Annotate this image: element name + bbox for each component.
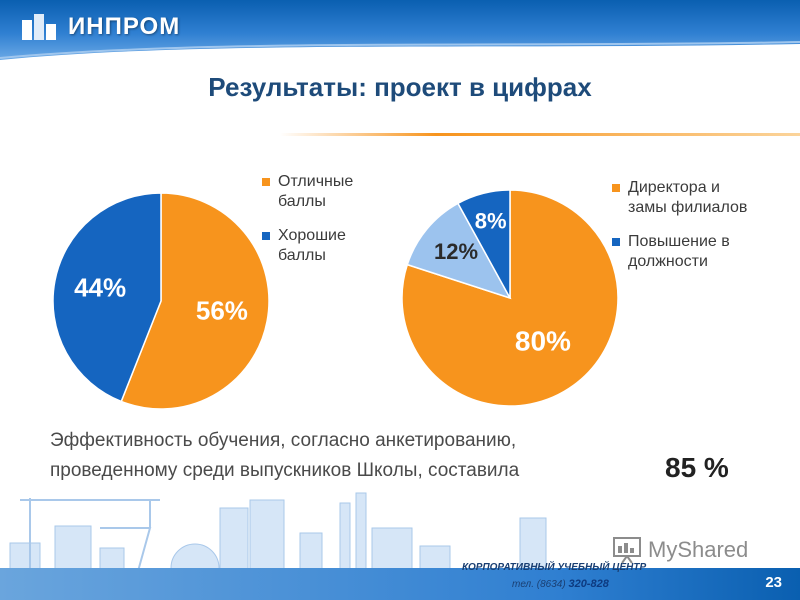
page-title: Результаты: проект в цифрах — [208, 72, 592, 102]
corporate-center-label: КОРПОРАТИВНЫЙ УЧЕБНЫЙ ЦЕНТР — [462, 562, 647, 573]
pie-slice-label: 56% — [196, 295, 248, 325]
pie-slice-label: 12% — [434, 239, 478, 264]
page-number: 23 — [765, 574, 782, 591]
pie-slice — [52, 192, 162, 403]
brand-logo[interactable]: ИНПРОМ — [20, 12, 180, 42]
legend-label: баллы — [278, 193, 326, 210]
pie-slice-label: 8% — [475, 208, 507, 233]
phone-number: 320-828 — [568, 578, 609, 590]
pie-slice-label: 80% — [515, 326, 571, 357]
legend-swatch-orange — [612, 184, 620, 192]
legend-label: баллы — [278, 247, 326, 264]
legend-label: Отличные — [278, 173, 354, 190]
pie-slice — [456, 189, 511, 299]
footnote-line: проведенному среди выпускников Школы, со… — [50, 460, 520, 481]
legend-swatch-blue — [612, 238, 620, 246]
footer-bar — [0, 568, 800, 600]
footnote: Эффективность обучения, согласно анкетир… — [50, 426, 519, 486]
title-underline — [280, 133, 800, 136]
legend-item-directors: Директора и замы филиалов — [612, 178, 747, 218]
phone-prefix: тел. (8634) — [512, 579, 566, 590]
legend-label: Директора и — [628, 179, 720, 196]
pie-slice — [401, 189, 619, 407]
legend-item-promotion: Повышение в должности — [612, 232, 747, 272]
footnote-line: Эффективность обучения, согласно анкетир… — [50, 430, 517, 451]
pie-chart-grades: 56% 44% — [52, 192, 270, 410]
pie-slice-label: 44% — [74, 272, 126, 302]
legend-label: Хорошие — [278, 227, 346, 244]
efficiency-value: 85 % — [665, 452, 729, 483]
legend-label: должности — [628, 253, 708, 270]
pie-chart-positions: 80% 12% 8% — [401, 189, 619, 407]
watermark[interactable]: MyShared — [612, 536, 748, 564]
legend-positions: Директора и замы филиалов Повышение в до… — [612, 178, 747, 286]
legend-item-good: Хорошие баллы — [262, 226, 353, 266]
legend-item-excellent: Отличные баллы — [262, 172, 353, 212]
pie-slice — [120, 192, 270, 410]
header-wave — [0, 41, 800, 80]
legend-label: Повышение в — [628, 233, 730, 250]
legend-label: замы филиалов — [628, 199, 748, 216]
phone-line: тел. (8634) 320-828 — [512, 578, 609, 590]
building-logo-icon — [22, 14, 56, 40]
presentation-board-icon — [613, 537, 641, 564]
legend-swatch-orange — [262, 178, 270, 186]
brand-name: ИНПРОМ — [68, 13, 181, 40]
legend-grades: Отличные баллы Хорошие баллы — [262, 172, 353, 280]
legend-swatch-blue — [262, 232, 270, 240]
pie-slice — [406, 202, 512, 300]
watermark-text: MyShared — [648, 537, 749, 562]
